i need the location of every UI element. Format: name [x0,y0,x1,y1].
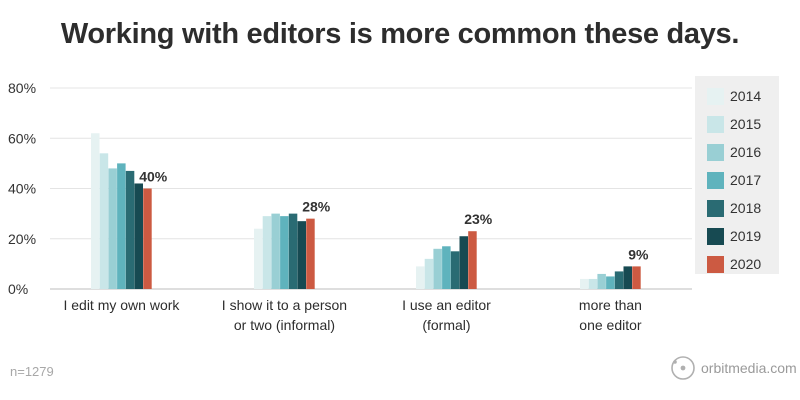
legend-swatch [707,87,724,105]
category-label: I show it to a person or two (informal) [222,297,347,333]
bar-2018 [288,213,298,289]
bar-2015 [588,278,598,289]
category-label-line: one editor [579,317,642,333]
bar-2016 [433,248,442,289]
bar-2020 [306,218,315,289]
bar-2020 [143,188,152,289]
legend-label: 2014 [730,88,762,104]
legend-item-2016: 2016 [707,142,761,162]
y-tick-label: 60% [8,130,36,146]
category-label-line: more than [579,297,642,313]
bar-2014 [416,266,425,289]
category-label-line: I use an editor [402,297,491,313]
bar-2018 [125,170,135,289]
bar-2014 [254,228,263,289]
data-label: 40% [139,169,168,185]
category-label: more than one editor [579,297,642,333]
legend-label: 2018 [730,200,762,216]
legend-label: 2017 [730,172,762,188]
bar-2018 [614,271,624,289]
legend-swatch [707,171,724,189]
legend-swatch [707,227,724,245]
y-axis-ticks: 0% 20% 40% 60% 80% [8,80,36,297]
bar-2019 [459,236,468,289]
bar-2015 [99,153,109,289]
legend-item-2015: 2015 [707,114,761,134]
data-label: 23% [464,211,493,227]
category-label-line: (formal) [422,317,470,333]
y-tick-label: 20% [8,231,36,247]
bar-2017 [117,163,126,289]
data-label: 28% [302,199,331,215]
y-tick-label: 40% [8,181,36,197]
bar-2020 [632,266,641,289]
legend-swatch [707,199,724,217]
legend-label: 2015 [730,116,762,132]
category-label-line: I edit my own work [63,297,180,313]
y-tick-label: 0% [8,281,28,297]
bar-2020 [468,231,477,289]
orbit-logo-icon [671,356,695,380]
bar-2016 [108,168,117,289]
category-label: I edit my own work [63,297,180,313]
bar-2015 [262,216,272,289]
legend-label: 2019 [730,228,762,244]
bar-2015 [424,258,434,289]
legend-item-2014: 2014 [707,86,761,106]
legend-item-2020: 2020 [707,254,761,274]
bar-2016 [597,273,606,289]
category-labels: I edit my own work I show it to a person o… [63,297,641,333]
bar-2019 [297,221,306,289]
data-labels: 40% 28% 23% 9% [139,169,649,263]
bar-2019 [623,266,632,289]
legend-swatch [707,143,724,161]
bar-2019 [134,183,143,289]
legend: 2014 2015 2016 2017 2018 2019 2020 [695,76,779,274]
y-tick-label: 80% [8,80,36,96]
sample-size: n=1279 [10,364,54,379]
legend-swatch [707,115,724,133]
bar-2014 [580,278,589,289]
category-label: I use an editor (formal) [402,297,491,333]
chart-title: Working with editors is more common thes… [60,18,740,50]
legend-label: 2020 [730,256,762,272]
bar-2016 [271,213,280,289]
category-label-line: I show it to a person [222,297,347,313]
legend-item-2019: 2019 [707,226,761,246]
legend-item-2018: 2018 [707,198,761,218]
bars [91,133,641,289]
legend-label: 2016 [730,144,762,160]
data-label: 9% [628,246,649,262]
bar-2017 [606,276,615,289]
legend-item-2017: 2017 [707,170,761,190]
brand-text: orbitmedia.com [701,360,797,376]
legend-swatch [707,255,724,273]
bar-2017 [442,246,451,289]
bar-2018 [450,251,460,289]
bar-2014 [91,133,100,289]
category-label-line: or two (informal) [234,317,335,333]
brand: orbitmedia.com [670,355,797,381]
bar-2017 [280,216,289,289]
